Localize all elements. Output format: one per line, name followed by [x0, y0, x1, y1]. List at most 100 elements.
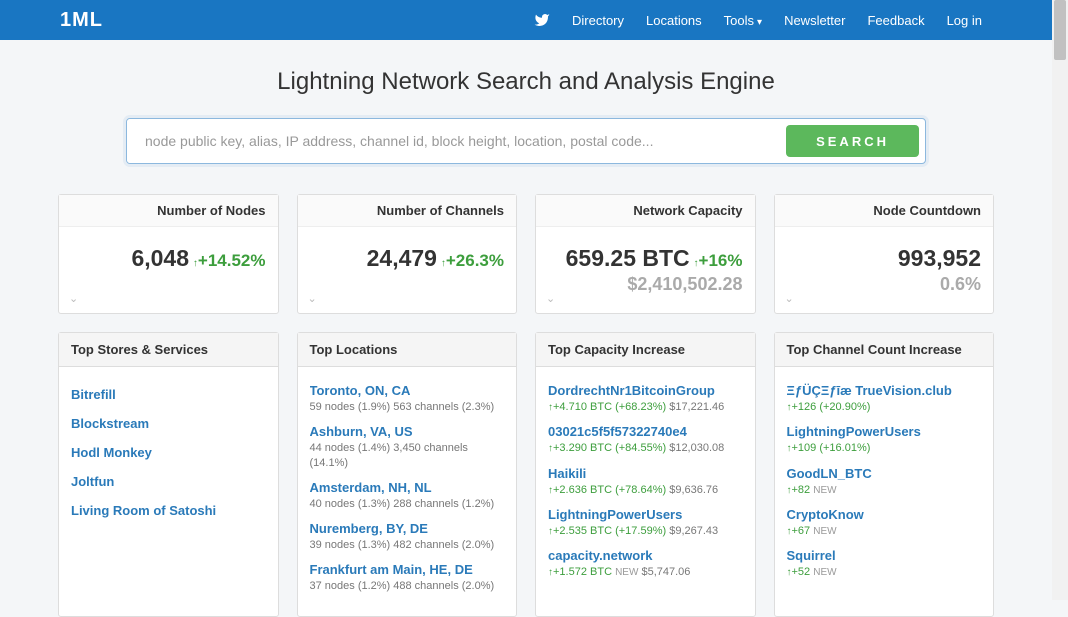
top-capacity-card: Top Capacity Increase DordrechtNr1Bitcoi…	[535, 332, 756, 617]
list-item: Ashburn, VA, US 44 nodes (1.4%) 3,450 cha…	[310, 424, 505, 470]
stat-capacity: Network Capacity 659.25 BTC ↑+16% $2,410…	[535, 194, 756, 314]
stat-nodes-title: Number of Nodes	[59, 195, 278, 227]
top-channel-card: Top Channel Count Increase ΞƒÜÇΞƒīæ True…	[774, 332, 995, 617]
location-link[interactable]: Amsterdam, NH, NL	[310, 480, 505, 495]
list-item: 03021c5f5f57322740e4↑+3.290 BTC (+84.55%…	[548, 424, 743, 455]
stat-channels-change: ↑+26.3%	[441, 251, 504, 270]
list-item: Squirrel ↑+52 NEW	[787, 548, 982, 579]
stat-countdown-title: Node Countdown	[775, 195, 994, 227]
top-capacity-title: Top Capacity Increase	[536, 333, 755, 367]
store-link[interactable]: Joltfun	[71, 474, 266, 489]
scrollbar[interactable]	[1052, 0, 1068, 600]
top-channel-title: Top Channel Count Increase	[775, 333, 994, 367]
channel-link[interactable]: ΞƒÜÇΞƒīæ TrueVision.club	[787, 383, 982, 398]
store-link[interactable]: Hodl Monkey	[71, 445, 266, 460]
list-item: Frankfurt am Main, HE, DE 37 nodes (1.2%)…	[310, 562, 505, 593]
capacity-link[interactable]: 03021c5f5f57322740e4	[548, 424, 743, 439]
list-item: LightningPowerUsers ↑+109 (+16.01%)	[787, 424, 982, 455]
list-item: Hodl Monkey	[71, 445, 266, 460]
capacity-sub: ↑+4.710 BTC (+68.23%) $17,221.46	[548, 400, 743, 414]
list-item: Nuremberg, BY, DE 39 nodes (1.3%) 482 cha…	[310, 521, 505, 552]
nav-login[interactable]: Log in	[947, 13, 982, 28]
list-item: Joltfun	[71, 474, 266, 489]
list-item: Haikili ↑+2.636 BTC (+78.64%) $9,636.76	[548, 466, 743, 497]
capacity-sub: ↑+2.636 BTC (+78.64%) $9,636.76	[548, 483, 743, 497]
nav-links: Directory Locations Tools▾ Newsletter Fe…	[534, 12, 982, 28]
capacity-link[interactable]: capacity.network	[548, 548, 743, 563]
location-link[interactable]: Toronto, ON, CA	[310, 383, 505, 398]
channel-sub: ↑+67 NEW	[787, 524, 982, 538]
location-link[interactable]: Ashburn, VA, US	[310, 424, 505, 439]
search-input[interactable]	[127, 119, 780, 163]
capacity-link[interactable]: DordrechtNr1BitcoinGroup	[548, 383, 743, 398]
store-link[interactable]: Blockstream	[71, 416, 266, 431]
list-item: Living Room of Satoshi	[71, 503, 266, 518]
stat-nodes-value: 6,048	[131, 245, 189, 271]
stats-row: Number of Nodes 6,048 ↑+14.52% ⌄ Number …	[0, 182, 1052, 314]
lists-row: Top Stores & Services Bitrefill Blockstre…	[0, 314, 1052, 617]
search-box: SEARCH	[126, 118, 926, 164]
channel-link[interactable]: CryptoKnow	[787, 507, 982, 522]
stat-channels-value: 24,479	[367, 245, 437, 271]
stat-nodes-change: ↑+14.52%	[193, 251, 266, 270]
chevron-down-icon[interactable]: ⌄	[785, 292, 794, 305]
search-button[interactable]: SEARCH	[786, 125, 919, 157]
store-link[interactable]: Living Room of Satoshi	[71, 503, 266, 518]
nav-newsletter[interactable]: Newsletter	[784, 13, 845, 28]
stat-capacity-value: 659.25 BTC	[566, 245, 690, 271]
top-stores-title: Top Stores & Services	[59, 333, 278, 367]
stat-countdown-value: 993,952	[898, 245, 981, 271]
channel-link[interactable]: GoodLN_BTC	[787, 466, 982, 481]
stat-capacity-sub: $2,410,502.28	[548, 274, 743, 295]
list-item: Amsterdam, NH, NL 40 nodes (1.3%) 288 cha…	[310, 480, 505, 511]
stat-channels: Number of Channels 24,479 ↑+26.3% ⌄	[297, 194, 518, 314]
twitter-icon[interactable]	[534, 12, 550, 28]
scrollbar-thumb[interactable]	[1054, 0, 1066, 60]
list-item: LightningPowerUsers ↑+2.535 BTC (+17.59%)…	[548, 507, 743, 538]
hero-section: Lightning Network Search and Analysis En…	[0, 40, 1052, 182]
stat-channels-title: Number of Channels	[298, 195, 517, 227]
top-locations-title: Top Locations	[298, 333, 517, 367]
chevron-down-icon[interactable]: ⌄	[69, 292, 78, 305]
channel-sub: ↑+109 (+16.01%)	[787, 441, 982, 455]
channel-link[interactable]: Squirrel	[787, 548, 982, 563]
location-link[interactable]: Nuremberg, BY, DE	[310, 521, 505, 536]
nav-feedback[interactable]: Feedback	[867, 13, 924, 28]
store-link[interactable]: Bitrefill	[71, 387, 266, 402]
top-stores-card: Top Stores & Services Bitrefill Blockstre…	[58, 332, 279, 617]
list-item: Toronto, ON, CA 59 nodes (1.9%) 563 chann…	[310, 383, 505, 414]
capacity-sub: ↑+1.572 BTC NEW $5,747.06	[548, 565, 743, 579]
stat-capacity-change: ↑+16%	[694, 251, 743, 270]
list-item: GoodLN_BTC ↑+82 NEW	[787, 466, 982, 497]
location-link[interactable]: Frankfurt am Main, HE, DE	[310, 562, 505, 577]
location-sub: 39 nodes (1.3%) 482 channels (2.0%)	[310, 538, 505, 552]
nav-tools[interactable]: Tools▾	[724, 13, 762, 28]
location-sub: 44 nodes (1.4%) 3,450 channels (14.1%)	[310, 441, 505, 470]
stat-capacity-title: Network Capacity	[536, 195, 755, 227]
location-sub: 37 nodes (1.2%) 488 channels (2.0%)	[310, 579, 505, 593]
channel-sub: ↑+52 NEW	[787, 565, 982, 579]
nav-locations[interactable]: Locations	[646, 13, 702, 28]
channel-sub: ↑+126 (+20.90%)	[787, 400, 982, 414]
page-title: Lightning Network Search and Analysis En…	[0, 68, 1052, 96]
capacity-link[interactable]: Haikili	[548, 466, 743, 481]
stat-nodes: Number of Nodes 6,048 ↑+14.52% ⌄	[58, 194, 279, 314]
top-locations-card: Top Locations Toronto, ON, CA 59 nodes (1…	[297, 332, 518, 617]
list-item: DordrechtNr1BitcoinGroup ↑+4.710 BTC (+68…	[548, 383, 743, 414]
capacity-sub: ↑+2.535 BTC (+17.59%) $9,267.43	[548, 524, 743, 538]
list-item: Bitrefill	[71, 387, 266, 402]
list-item: CryptoKnow ↑+67 NEW	[787, 507, 982, 538]
location-sub: 40 nodes (1.3%) 288 channels (1.2%)	[310, 497, 505, 511]
stat-countdown-sub: 0.6%	[787, 274, 982, 295]
chevron-down-icon[interactable]: ⌄	[308, 292, 317, 305]
channel-link[interactable]: LightningPowerUsers	[787, 424, 982, 439]
capacity-link[interactable]: LightningPowerUsers	[548, 507, 743, 522]
chevron-down-icon[interactable]: ⌄	[546, 292, 555, 305]
list-item: ΞƒÜÇΞƒīæ TrueVision.club ↑+126 (+20.90%)	[787, 383, 982, 414]
nav-directory[interactable]: Directory	[572, 13, 624, 28]
stat-countdown: Node Countdown 993,952 0.6% ⌄	[774, 194, 995, 314]
location-sub: 59 nodes (1.9%) 563 channels (2.3%)	[310, 400, 505, 414]
logo[interactable]: 1ML	[60, 9, 103, 32]
list-item: capacity.network ↑+1.572 BTC NEW $5,747.0…	[548, 548, 743, 579]
channel-sub: ↑+82 NEW	[787, 483, 982, 497]
